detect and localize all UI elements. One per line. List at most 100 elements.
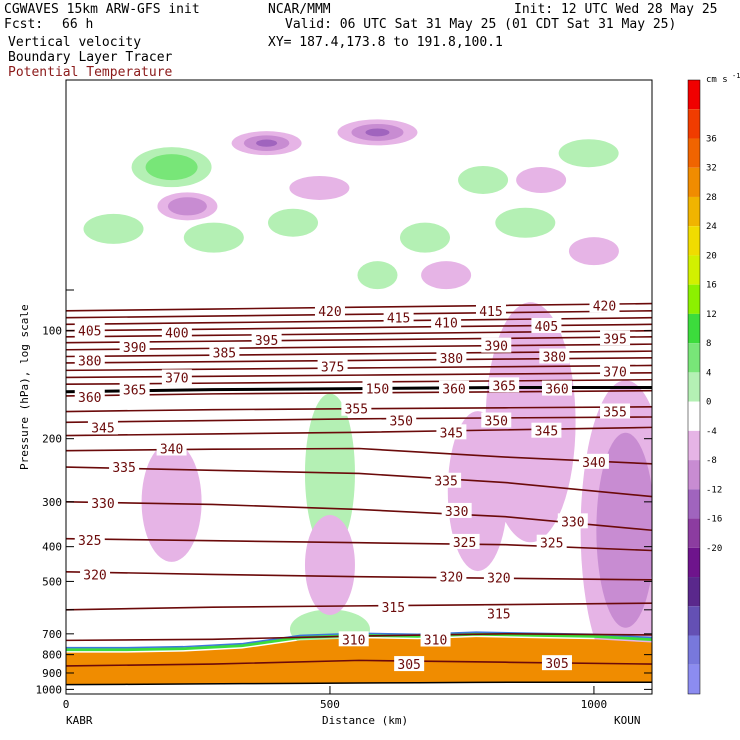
colorbar-label: 16 (706, 281, 717, 291)
w-positive-blob-level (558, 139, 619, 168)
colorbar-label: 32 (706, 164, 717, 174)
colorbar-swatch (688, 606, 700, 636)
w-negative-blob-10 (304, 515, 355, 616)
theta-label: 325 (78, 534, 101, 549)
w-positive-blob-5 (399, 222, 450, 253)
theta-label-bg (87, 419, 118, 435)
tropopause-label: 365 (123, 384, 146, 399)
colorbar-label: 24 (706, 222, 717, 232)
w-positive-blob-level (183, 222, 244, 253)
theta-label-bg (378, 599, 409, 615)
w-negative-blob-level (256, 139, 278, 147)
y-axis-tick-label: 100 (42, 325, 62, 338)
theta-label: 415 (387, 312, 410, 327)
colorbar-label: -20 (706, 544, 722, 554)
theta-label: 405 (535, 320, 558, 335)
theta-contour-350 (66, 416, 652, 424)
theta-contour-330 (66, 501, 652, 532)
theta-label-bg (600, 403, 631, 419)
tropopause-label: 360 (545, 383, 568, 398)
theta-label: 395 (255, 334, 278, 349)
header-xy: XY= 187.4,173.8 to 191.8,100.1 (268, 35, 503, 50)
colorbar-swatch (688, 255, 700, 285)
theta-label-bg (386, 412, 417, 428)
y-axis-tick-label: 800 (42, 649, 62, 662)
y-axis-tick-label: 300 (42, 496, 62, 509)
colorbar-swatch (688, 401, 700, 431)
colorbar-swatch (688, 577, 700, 607)
w-positive-blob-8 (558, 139, 619, 168)
x-axis-label: Distance (km) (322, 714, 408, 727)
theta-label-bg (431, 472, 462, 488)
theta-label-bg (314, 302, 345, 318)
w-negative-blob-6 (568, 237, 619, 266)
w-negative-blob-level (447, 411, 508, 572)
theta-label: 390 (123, 341, 146, 356)
theta-label-bg (531, 317, 562, 333)
theta-label: 355 (345, 403, 368, 418)
theta-label: 305 (545, 657, 568, 672)
plot-area: 420 415 410 415 420 405 400 395 405 395 390 385 390 3… (66, 119, 652, 686)
header-valid: Valid: 06 UTC Sat 31 May 25 (01 CDT Sat … (285, 17, 676, 32)
tropopause-label-bg (362, 380, 393, 396)
theta-label: 405 (78, 325, 101, 340)
theta-contour-315 (66, 602, 652, 611)
colorbar-label: 4 (706, 368, 711, 378)
colorbar-label: 8 (706, 339, 711, 349)
w-positive-blob-2 (183, 222, 244, 253)
colorbar-swatch (688, 80, 700, 110)
colorbar-swatch (688, 313, 700, 344)
theta-label: 320 (440, 571, 463, 586)
header-field-boundary-layer: Boundary Layer Tracer (8, 50, 173, 65)
colorbar-label: -16 (706, 515, 722, 525)
theta-label-bg (209, 344, 240, 360)
w-negative-blob-11 (141, 441, 202, 562)
w-negative-blob-9 (447, 411, 508, 572)
theta-contour-395 (66, 336, 652, 344)
header-fcst-value: 66 h (62, 17, 93, 32)
w-negative-blob-level (516, 166, 567, 193)
w-negative-blob-level (289, 175, 350, 200)
theta-label-bg (481, 337, 512, 353)
colorbar-label: -12 (706, 485, 722, 495)
y-axis: 100 200 300 400 500 700 800 900 1000 (36, 289, 652, 696)
theta-label: 420 (318, 305, 341, 320)
colorbar-label: 28 (706, 193, 717, 203)
w-negative-blob-level (304, 515, 355, 616)
y-axis-label: Pressure (hPa), log scale (18, 304, 31, 470)
x-axis-tick-label: 0 (63, 698, 70, 711)
theta-label: 305 (397, 658, 420, 673)
colorbar-swatch (688, 343, 700, 373)
colorbar-unit: cm s (706, 75, 728, 85)
w-positive-blob-level (399, 222, 450, 253)
theta-label: 375 (321, 361, 344, 376)
colorbar-swatch (688, 635, 700, 665)
theta-label-bg (436, 349, 467, 365)
theta-label-bg (600, 363, 631, 379)
theta-contour-410 (66, 316, 652, 326)
theta-label: 400 (165, 326, 188, 341)
y-axis-tick-label: 700 (42, 628, 62, 641)
colorbar: cm s -1 36 32 28 24 20 16 12 8 4 0 -4 -8 -12 -16 -20 (687, 72, 740, 695)
theta-label: 335 (112, 461, 135, 476)
colorbar-swatch (688, 138, 700, 168)
theta-label: 330 (445, 505, 468, 520)
colorbar-swatch (688, 518, 700, 548)
theta-label-bg (119, 338, 150, 354)
theta-label-bg (251, 331, 282, 347)
colorbar-label: -8 (706, 456, 717, 466)
colorbar-swatch (688, 109, 700, 139)
colorbar-swatch (688, 167, 700, 197)
x-axis-tick-label: 500 (320, 698, 340, 711)
theta-label: 350 (485, 415, 508, 430)
w-negative-blob-2 (157, 192, 218, 221)
colorbar-swatch (688, 489, 700, 519)
w-positive-blob-level (83, 213, 144, 244)
w-negative-blob-0 (231, 131, 302, 156)
theta-label-bg (483, 569, 514, 585)
theta-contour-405 (66, 323, 652, 332)
theta-label-bg (475, 302, 506, 318)
tropopause-label: 360 (442, 383, 465, 398)
theta-label-bg (338, 631, 369, 647)
header-model: CGWAVES 15km ARW-GFS init (4, 2, 200, 17)
